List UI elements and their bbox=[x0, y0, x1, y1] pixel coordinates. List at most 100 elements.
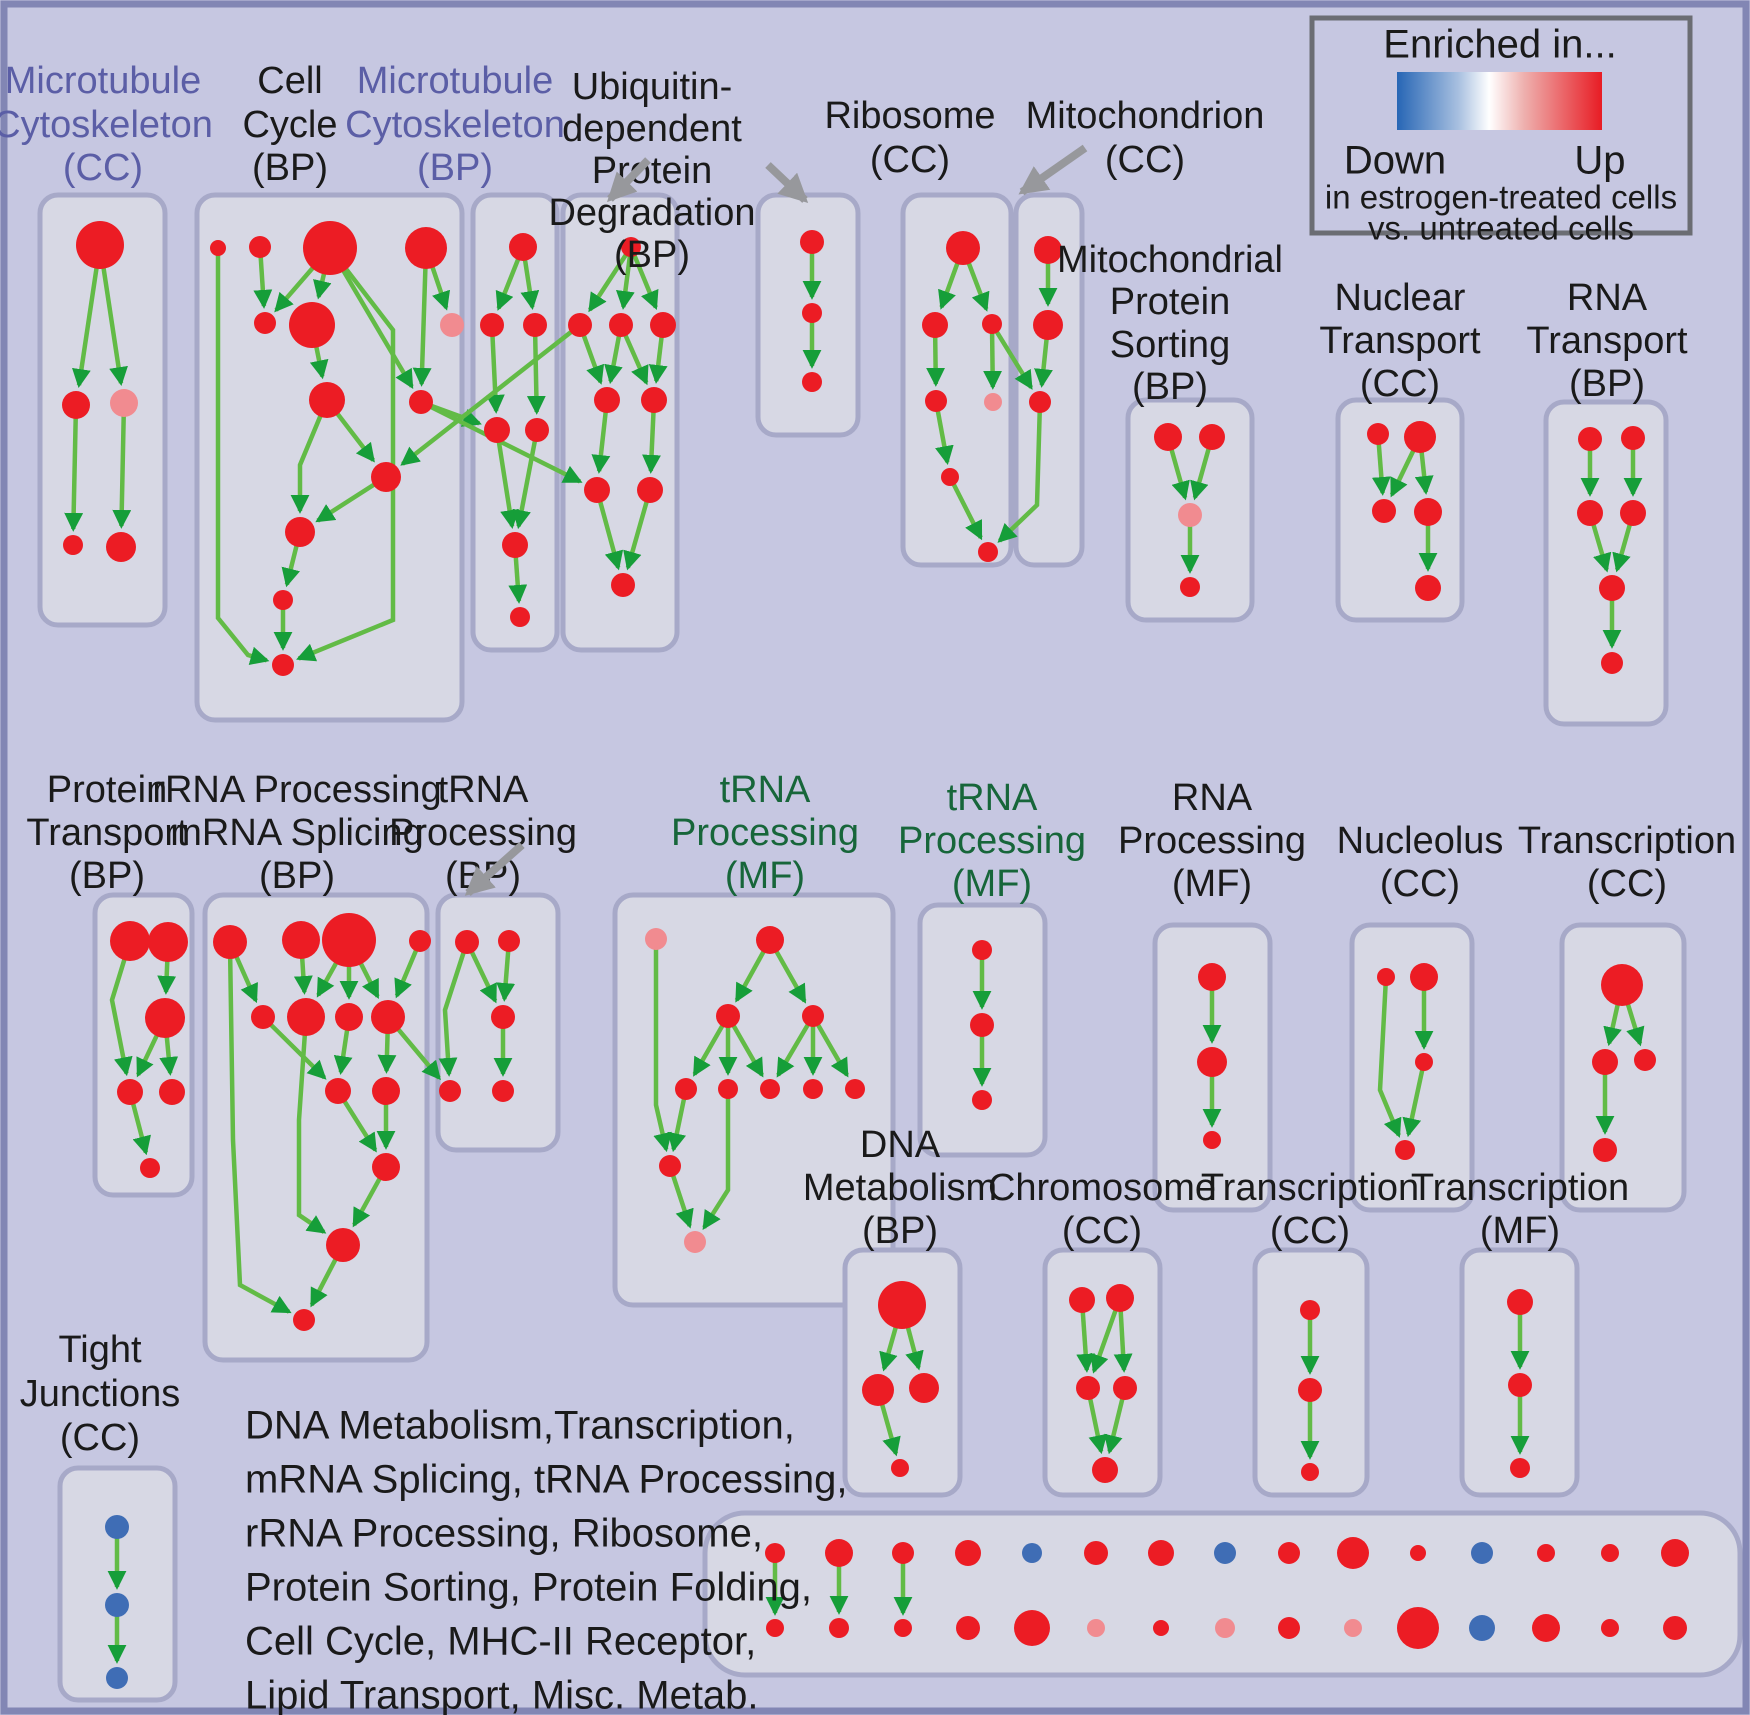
node-q4 bbox=[1395, 1140, 1415, 1160]
node-xb5 bbox=[1014, 1610, 1050, 1646]
node-c1 bbox=[509, 233, 537, 261]
edge-c6-c7 bbox=[508, 556, 528, 604]
edge-k1-k4 bbox=[109, 958, 133, 1077]
node-e1 bbox=[800, 230, 824, 254]
chromosome-label-line2: (CC) bbox=[1062, 1210, 1142, 1252]
edge-b3-b6 bbox=[313, 272, 332, 300]
node-b11 bbox=[285, 517, 315, 547]
edge-q3-q4 bbox=[1402, 1069, 1425, 1138]
microtubule-bp-label-line3: (BP) bbox=[417, 147, 493, 189]
node-a1 bbox=[76, 221, 124, 269]
edge-f4-f6 bbox=[935, 410, 954, 465]
microtubule-cc-label-line2: Cytoskeleton bbox=[0, 104, 213, 146]
trna-mf-small-label-line2: Processing bbox=[898, 820, 1086, 862]
edge-b10-b11 bbox=[315, 482, 376, 523]
dna-metabolism-label-line2: Metabolism bbox=[803, 1167, 997, 1209]
node-n7 bbox=[760, 1079, 780, 1099]
node-l3 bbox=[322, 913, 376, 967]
node-k4 bbox=[117, 1079, 143, 1105]
nucleolus-label-line2: (CC) bbox=[1380, 863, 1460, 905]
node-xb6 bbox=[1087, 1619, 1105, 1637]
node-q1 bbox=[1377, 968, 1395, 986]
edge-t4-t5 bbox=[1104, 1398, 1125, 1455]
node-c2 bbox=[480, 313, 504, 337]
edge-b6-b8 bbox=[309, 346, 329, 380]
edge-d3-d6 bbox=[623, 334, 649, 386]
node-k6 bbox=[140, 1158, 160, 1178]
edge-d1-d2 bbox=[588, 253, 628, 313]
trna-mf-large-box bbox=[612, 892, 896, 1308]
node-l9 bbox=[325, 1078, 351, 1104]
node-xt11 bbox=[1410, 1545, 1426, 1561]
ubiquitin-right-arrow bbox=[765, 162, 809, 203]
node-xb11 bbox=[1397, 1607, 1439, 1649]
legend-down-label: Down bbox=[1344, 139, 1446, 183]
ubiquitin-degradation-label-line5: (BP) bbox=[614, 234, 690, 276]
node-w2 bbox=[105, 1593, 129, 1617]
node-f5 bbox=[984, 393, 1002, 411]
node-b6 bbox=[289, 302, 335, 348]
node-f2 bbox=[922, 312, 948, 338]
trna-bp-arrow bbox=[464, 842, 525, 896]
edge-l9-l11 bbox=[342, 1099, 378, 1153]
node-g2 bbox=[1033, 310, 1063, 340]
edge-n2-n3 bbox=[734, 950, 766, 1003]
node-j4 bbox=[1620, 500, 1646, 526]
node-xb14 bbox=[1601, 1619, 1619, 1637]
node-xb8 bbox=[1215, 1618, 1235, 1638]
edge-k3-k4 bbox=[136, 1034, 159, 1078]
node-f4 bbox=[925, 390, 947, 412]
edge-a3-a5 bbox=[112, 415, 132, 529]
edge-b8-b10 bbox=[335, 412, 375, 463]
node-n11 bbox=[684, 1231, 706, 1253]
node-f1 bbox=[946, 231, 980, 265]
node-s2 bbox=[862, 1374, 894, 1406]
node-f6 bbox=[941, 468, 959, 486]
trna-mf-large-label-line2: Processing bbox=[671, 812, 859, 854]
edge-l5-l9 bbox=[269, 1023, 327, 1080]
rrna-mrna-label-line3: (BP) bbox=[259, 855, 335, 897]
node-n4 bbox=[802, 1005, 824, 1027]
node-m2 bbox=[498, 930, 520, 952]
node-t3 bbox=[1076, 1376, 1100, 1400]
node-a5 bbox=[106, 532, 136, 562]
edge-d2-d5 bbox=[581, 334, 605, 385]
ribosome-box bbox=[900, 192, 1014, 568]
node-c4 bbox=[484, 417, 510, 443]
edge-g3-f7 bbox=[997, 411, 1042, 543]
trna-bp-label-line1: tRNA bbox=[438, 769, 529, 811]
node-c5 bbox=[525, 418, 549, 442]
rrna-mrna-label-line2: mRNA Splicing bbox=[170, 812, 423, 854]
misc-wide-box bbox=[702, 1510, 1743, 1678]
node-b3 bbox=[303, 221, 357, 275]
edge-i2-i3 bbox=[1389, 449, 1416, 498]
node-xb13 bbox=[1532, 1614, 1560, 1642]
summary-text-line2: mRNA Splicing, tRNA Processing, bbox=[245, 1458, 847, 1502]
microtubule-bp-label-line1: Microtubule bbox=[357, 60, 553, 102]
node-j5 bbox=[1599, 575, 1625, 601]
node-u3 bbox=[1301, 1463, 1319, 1481]
node-a2 bbox=[62, 391, 90, 419]
node-j2 bbox=[1621, 426, 1645, 450]
edge-r1-r3 bbox=[1625, 1003, 1645, 1047]
edge-t3-t5 bbox=[1087, 1398, 1108, 1455]
node-o2 bbox=[970, 1013, 994, 1037]
edge-b3-b5 bbox=[274, 266, 315, 313]
edge-h1-h3 bbox=[1169, 448, 1190, 501]
edge-c2-c4 bbox=[485, 335, 505, 414]
edge-k2-k3 bbox=[157, 960, 177, 995]
edge-f1-f2 bbox=[938, 262, 960, 310]
edge-j3-j5 bbox=[1591, 523, 1612, 573]
node-l2 bbox=[282, 921, 320, 959]
node-q3 bbox=[1415, 1053, 1433, 1071]
rna-transport-label-line2: Transport bbox=[1526, 320, 1688, 362]
edge-n2-n4 bbox=[774, 950, 807, 1004]
node-b1 bbox=[210, 240, 226, 256]
transcription-mf-label-line1: Transcription bbox=[1411, 1167, 1629, 1209]
edge-d6-d8 bbox=[642, 411, 661, 474]
rna-processing-mf-label-line2: Processing bbox=[1118, 820, 1306, 862]
legend-subtitle-line2: vs. untreated cells bbox=[1368, 210, 1634, 247]
transcription-cc-mid-label-line1: Transcription bbox=[1518, 820, 1736, 862]
microtubule-cc-label-line1: Microtubule bbox=[5, 60, 201, 102]
